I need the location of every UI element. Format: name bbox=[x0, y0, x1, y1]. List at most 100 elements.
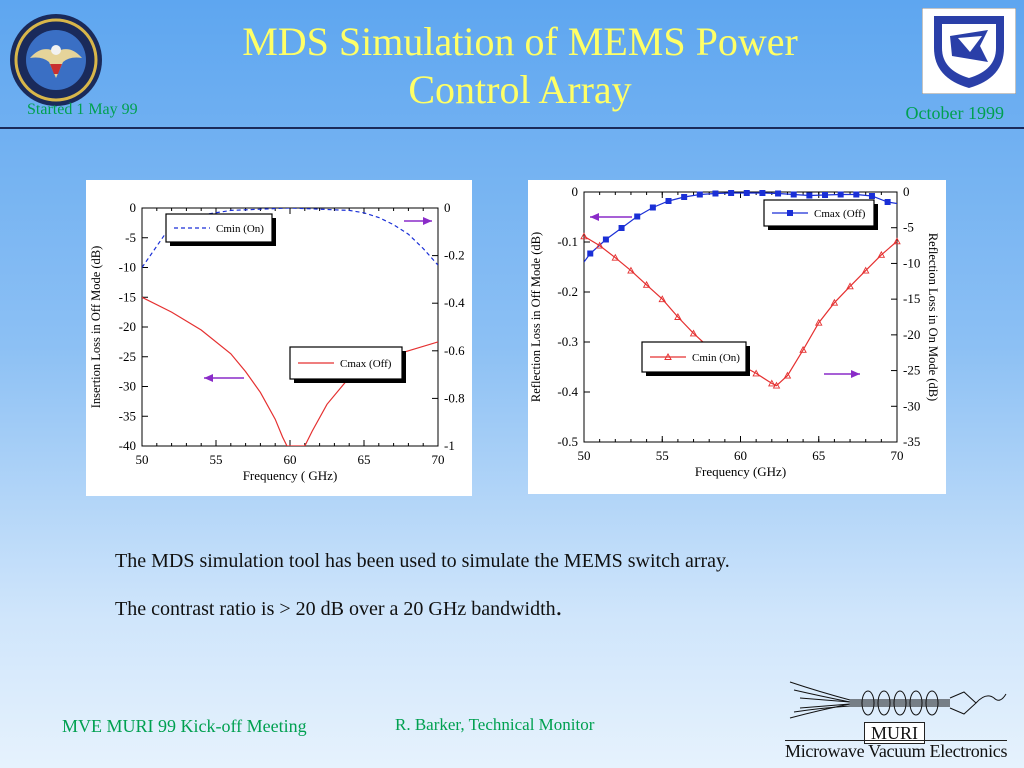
chart1-x-tick-label: 70 bbox=[432, 452, 445, 467]
chart2-series-cmax-off-point bbox=[743, 190, 750, 196]
footer-monitor: R. Barker, Technical Monitor bbox=[395, 715, 595, 734]
chart2-y-right-tick-label: 0 bbox=[903, 184, 910, 199]
chart2-series-cmax-off-point bbox=[634, 213, 641, 220]
chart2-y-left-tick-label: -0.2 bbox=[557, 284, 578, 299]
chart2-x-tick-label: 60 bbox=[734, 448, 747, 463]
body-text-line-1: The MDS simulation tool has been used to… bbox=[115, 550, 730, 572]
chart2-legend-cmax-swatch-marker bbox=[787, 210, 793, 216]
chart2-series-cmax-off-point bbox=[728, 190, 735, 196]
started-date: Started 1 May 99 bbox=[27, 101, 138, 118]
chart2-series-cmax-off-point bbox=[587, 250, 594, 257]
chart1-x-tick-label: 55 bbox=[210, 452, 223, 467]
chart2-series-cmin-on-point bbox=[595, 241, 604, 249]
chart2-series-cmax-off-point bbox=[665, 198, 672, 204]
chart1-y-left-tick-label: 0 bbox=[130, 200, 137, 215]
chart2-series-cmin-on-point bbox=[783, 371, 792, 379]
muri-box-label: MURI bbox=[864, 722, 926, 744]
chart1-y-left-tick-label: -30 bbox=[119, 379, 136, 394]
presentation-date: October 1999 bbox=[905, 103, 1004, 123]
chart2-y-right-tick-label: -15 bbox=[903, 291, 920, 306]
chart2-legend-cmax-label: Cmax (Off) bbox=[814, 208, 866, 220]
chart1-y-left-tick-label: -5 bbox=[125, 230, 136, 245]
chart2-series-cmin-on-point bbox=[861, 266, 870, 274]
chart2-series-cmax-off-point bbox=[868, 193, 875, 199]
chart2-series-cmax-off-point bbox=[696, 191, 703, 198]
dod-seal-logo bbox=[8, 12, 104, 108]
chart1-y-left-tick-label: -40 bbox=[119, 438, 136, 453]
chart2-y-right-tick-label: -10 bbox=[903, 255, 920, 270]
chart-insertion-loss-panel: 50 55 60 65 70 0 -5 -10 -15 -20 -25 -30 -35 -40 0 -0.2 -… bbox=[86, 180, 472, 496]
muri-beam-logo bbox=[780, 672, 1010, 764]
chart2-series-cmax-off-point bbox=[806, 192, 813, 199]
chart2-y-right-tick-label: -20 bbox=[903, 327, 920, 342]
chart1-x-tick-label: 50 bbox=[136, 452, 149, 467]
chart1-y-left-tick-label: -20 bbox=[119, 319, 136, 334]
body-text-line-2-main: The contrast ratio is > 20 dB over a 20 … bbox=[115, 598, 556, 620]
chart2-series-cmin-on-point bbox=[658, 295, 667, 303]
chart2-series-cmax-off-point bbox=[822, 192, 829, 198]
chart1-y-right-tick-label: -1 bbox=[444, 438, 455, 453]
chart2-series-cmax-off-point bbox=[649, 204, 656, 211]
insertion-loss-chart: 50 55 60 65 70 0 -5 -10 -15 -20 -25 -30 -35 -40 0 -0.2 -… bbox=[89, 200, 465, 483]
chart2-legend-cmin-swatch-marker bbox=[664, 352, 672, 360]
chart2-series-cmax-off-point bbox=[837, 191, 844, 198]
chart2-series-cmin-on-point bbox=[642, 280, 651, 288]
chart2-series-cmax-off-point bbox=[602, 236, 609, 243]
chart2-series-cmax-off-line bbox=[584, 192, 897, 263]
chart1-y-right-tick-label: -0.6 bbox=[444, 343, 465, 358]
chart2-y-right-tick-label: -25 bbox=[903, 363, 920, 378]
chart1-legend-cmax-label: Cmax (Off) bbox=[340, 358, 392, 370]
chart2-series-cmin-on-point bbox=[893, 237, 901, 245]
chart1-arrow-right-head bbox=[423, 217, 432, 225]
chart2-series-cmax-off-point bbox=[759, 190, 766, 196]
footer-meeting: MVE MURI 99 Kick-off Meeting bbox=[62, 716, 307, 736]
chart2-x-tick-label: 70 bbox=[891, 448, 904, 463]
body-text-line-2: The contrast ratio is > 20 dB over a 20 … bbox=[115, 592, 562, 622]
chart1-y-left-tick-label: -25 bbox=[119, 349, 136, 364]
chart2-series-cmin-on-point bbox=[752, 369, 760, 377]
chart2-series-cmax-off-point bbox=[790, 191, 797, 198]
chart1-y-right-tick-label: 0 bbox=[444, 200, 451, 215]
chart1-y-left-tick-label: -35 bbox=[119, 408, 136, 423]
chart1-x-tick-label: 60 bbox=[284, 452, 297, 467]
chart2-y-left-tick-label: 0 bbox=[572, 184, 579, 199]
title-line-2: Control Array bbox=[408, 67, 632, 112]
chart1-y-left-axis-label: Insertion Loss in Off Mode (dB) bbox=[89, 246, 103, 409]
chart1-y-left-tick-label: -10 bbox=[119, 260, 136, 275]
chart2-series-cmax-off-point bbox=[775, 190, 782, 197]
chart2-y-right-tick-label: -30 bbox=[903, 398, 920, 413]
chart2-series-cmin-on-point bbox=[814, 318, 823, 326]
chart1-arrow-left-head bbox=[204, 374, 213, 382]
chart1-x-tick-label: 65 bbox=[358, 452, 371, 467]
chart2-series-cmin-on-point bbox=[611, 253, 620, 261]
chart2-series-cmin-on-point bbox=[627, 266, 635, 274]
chart2-legend-cmin-label: Cmin (On) bbox=[692, 352, 740, 364]
chart2-x-axis-label: Frequency (GHz) bbox=[695, 464, 786, 479]
chart2-series-cmin-on-point bbox=[772, 381, 781, 389]
chart2-arrow-right-head bbox=[851, 370, 860, 378]
chart2-series-cmax-off-point bbox=[853, 191, 860, 198]
chart1-y-left-tick-label: -15 bbox=[119, 289, 136, 304]
muri-subtitle: Microwave Vacuum Electronics bbox=[785, 741, 1008, 761]
chart2-series-cmax-off-point bbox=[884, 199, 891, 205]
chart1-y-right-tick-label: -0.2 bbox=[444, 248, 465, 263]
chart2-y-right-axis-label: Reflection Loss in On Mode (dB) bbox=[926, 233, 940, 401]
chart2-series-cmax-off-point bbox=[681, 194, 688, 200]
body-text-line-2-end: . bbox=[555, 592, 563, 621]
chart2-y-right-tick-label: -35 bbox=[903, 434, 920, 449]
chart2-series-cmin-on-point bbox=[768, 379, 776, 387]
chart2-series-cmin-on-point bbox=[580, 232, 588, 240]
chart2-series-cmin-on-point bbox=[877, 250, 886, 258]
chart1-y-right-tick-label: -0.4 bbox=[444, 295, 465, 310]
reflection-loss-chart: 50 55 60 65 70 0 -0.1 -0.2 -0.3 -0.4 -0.5 0 -5 -10 -15… bbox=[529, 184, 940, 479]
chart2-series-cmin-on-point bbox=[674, 313, 682, 320]
chart2-y-left-tick-label: -0.5 bbox=[557, 434, 578, 449]
chart2-series-cmin-on-point bbox=[689, 329, 698, 337]
chart2-y-right-tick-label: -5 bbox=[903, 220, 914, 235]
chart1-legend-cmin-label: Cmin (On) bbox=[216, 223, 264, 235]
title-line-1: MDS Simulation of MEMS Power bbox=[242, 19, 798, 64]
afosr-logo bbox=[921, 7, 1017, 95]
chart2-y-left-axis-label: Reflection Loss in Off Mode (dB) bbox=[529, 232, 543, 402]
muri-divider bbox=[785, 740, 1007, 741]
chart2-y-left-tick-label: -0.3 bbox=[557, 334, 578, 349]
